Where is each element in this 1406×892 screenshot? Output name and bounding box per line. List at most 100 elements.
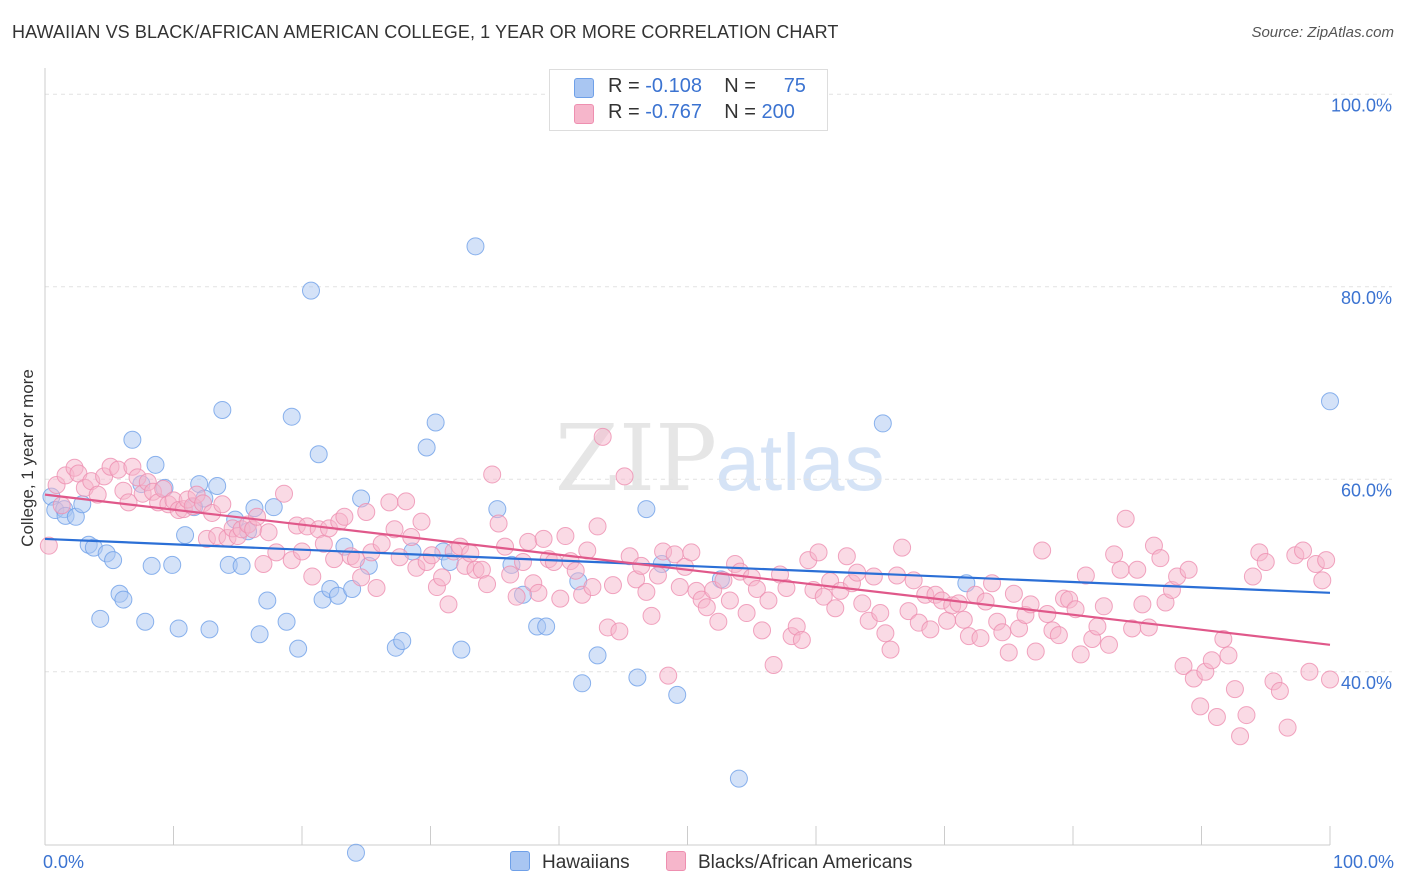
hawaiian-point bbox=[169, 619, 188, 638]
y-tick-label: 100.0% bbox=[1331, 95, 1392, 115]
black-african-american-point bbox=[556, 527, 575, 546]
black-african-american-point bbox=[39, 536, 58, 555]
bottom-legend-label: Blacks/African Americans bbox=[698, 852, 913, 873]
black-african-american-point bbox=[372, 534, 391, 553]
black-african-american-point bbox=[461, 544, 480, 563]
black-african-american-point bbox=[390, 548, 409, 567]
y-tick-label: 40.0% bbox=[1341, 673, 1392, 693]
black-african-american-point bbox=[433, 568, 452, 587]
black-african-american-point bbox=[993, 623, 1012, 642]
hawaiian-point bbox=[309, 445, 328, 464]
black-african-american-point bbox=[325, 550, 344, 569]
black-african-american-point bbox=[853, 594, 872, 613]
hawaiian-point bbox=[258, 591, 277, 610]
black-african-american-point bbox=[583, 578, 602, 597]
black-african-american-point bbox=[529, 583, 548, 602]
hawaiian-point bbox=[232, 556, 251, 575]
black-african-american-point bbox=[764, 656, 783, 675]
black-african-american-point bbox=[1219, 646, 1238, 665]
hawaiian-point bbox=[282, 407, 301, 426]
black-african-american-point bbox=[544, 553, 563, 572]
black-african-american-point bbox=[357, 502, 376, 521]
black-african-american-point bbox=[346, 550, 365, 569]
bottom-legend-swatch-blacks bbox=[666, 851, 686, 871]
black-african-american-point bbox=[747, 579, 766, 598]
black-african-american-point bbox=[1139, 618, 1158, 637]
hawaiian-point bbox=[289, 639, 308, 658]
hawaiian-point bbox=[200, 620, 219, 639]
hawaiian-point bbox=[873, 414, 892, 433]
black-african-american-point bbox=[999, 643, 1018, 662]
hawaiian-point bbox=[628, 668, 647, 687]
black-african-american-point bbox=[648, 566, 667, 585]
hawaiian-point bbox=[163, 555, 182, 574]
stats-legend: R = -0.108 N = 75 R = -0.767 N = 200 bbox=[549, 69, 828, 131]
black-african-american-point bbox=[615, 467, 634, 486]
black-african-american-point bbox=[837, 547, 856, 566]
black-african-american-point bbox=[1066, 600, 1085, 619]
black-african-american-point bbox=[814, 587, 833, 606]
black-african-american-point bbox=[1128, 560, 1147, 579]
bottom-legend-blacks: Blacks/African Americans bbox=[666, 851, 912, 874]
black-african-american-point bbox=[1202, 651, 1221, 670]
black-african-american-point bbox=[507, 587, 526, 606]
black-african-american-trend-line bbox=[44, 493, 1331, 646]
black-african-american-point bbox=[1214, 630, 1233, 649]
black-african-american-point bbox=[777, 579, 796, 598]
black-african-american-point bbox=[514, 553, 533, 572]
black-african-american-point bbox=[254, 554, 273, 573]
black-african-american-point bbox=[1049, 626, 1068, 645]
hawaiian-point bbox=[466, 237, 485, 256]
black-african-american-point bbox=[1151, 549, 1170, 568]
grid-lines: 40.0% 60.0% 80.0% 100.0% bbox=[45, 93, 1392, 693]
black-african-american-point bbox=[871, 604, 890, 623]
black-african-american-point bbox=[1111, 560, 1130, 579]
black-african-american-point bbox=[1004, 584, 1023, 603]
black-african-american-point bbox=[809, 543, 828, 562]
watermark-atlas: atlas bbox=[716, 418, 885, 507]
hawaiian-point bbox=[213, 400, 232, 419]
black-african-american-point bbox=[1088, 617, 1107, 636]
black-african-american-point bbox=[642, 606, 661, 625]
black-african-american-point bbox=[1278, 718, 1297, 737]
black-african-american-point bbox=[1094, 597, 1113, 616]
black-african-american-point bbox=[899, 602, 918, 621]
black-african-american-point bbox=[737, 604, 756, 623]
hawaiian-point bbox=[426, 413, 445, 432]
black-african-american-point bbox=[1174, 656, 1193, 675]
legend-r-label: R = bbox=[608, 101, 646, 123]
hawaiian-point bbox=[146, 455, 165, 474]
axes bbox=[44, 68, 1331, 846]
black-african-american-point bbox=[792, 630, 811, 649]
hawaiian-point bbox=[264, 498, 283, 517]
black-african-american-point bbox=[1270, 682, 1289, 700]
hawaiian-point bbox=[537, 617, 556, 636]
hawaiian-point bbox=[250, 625, 269, 644]
black-african-american-point bbox=[593, 427, 612, 446]
bottom-legend-hawaiians: Hawaiians bbox=[510, 851, 630, 874]
black-african-american-point bbox=[1313, 571, 1332, 590]
hawaiian-point bbox=[452, 640, 471, 659]
black-african-american-point bbox=[1317, 551, 1336, 570]
black-african-american-point bbox=[267, 543, 286, 562]
hawaiian-point bbox=[393, 631, 412, 650]
black-african-american-point bbox=[1071, 645, 1090, 664]
black-african-american-point bbox=[489, 514, 508, 533]
hawaiian-point bbox=[142, 556, 161, 575]
trend-lines bbox=[44, 493, 1331, 646]
black-african-american-point bbox=[938, 611, 957, 630]
hawaiian-point bbox=[346, 843, 365, 862]
black-african-american-point bbox=[52, 496, 71, 515]
black-african-american-point bbox=[1133, 595, 1152, 614]
black-african-american-point bbox=[275, 484, 294, 503]
hawaiian-point bbox=[208, 476, 227, 495]
black-african-american-point bbox=[876, 624, 895, 643]
black-african-american-point bbox=[682, 543, 701, 562]
black-african-american-point bbox=[893, 538, 912, 557]
y-tick-label: 80.0% bbox=[1341, 288, 1392, 308]
black-african-american-point bbox=[534, 529, 553, 548]
black-african-american-point bbox=[1076, 566, 1095, 585]
black-african-american-point bbox=[881, 640, 900, 659]
black-african-american-point bbox=[1294, 541, 1313, 560]
